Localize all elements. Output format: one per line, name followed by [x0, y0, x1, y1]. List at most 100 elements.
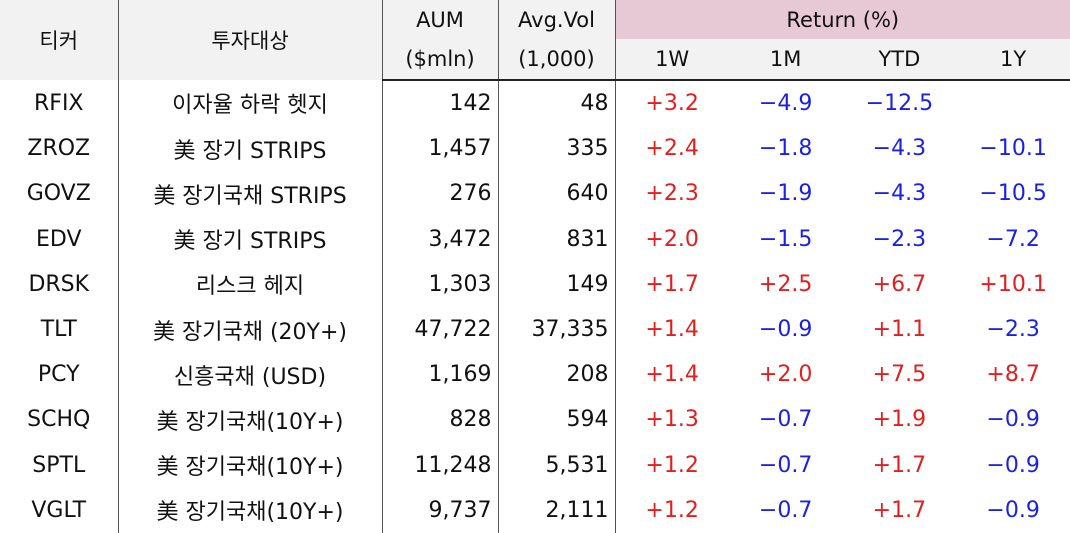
header-return-group: Return (%)	[615, 0, 1070, 39]
cell-return-1y: −0.9	[986, 407, 1040, 433]
cell-aum: 47,722	[382, 306, 499, 353]
cell-vol: 208	[498, 352, 616, 398]
table-header: 티커 투자대상 AUM Avg.Vol Return (%) ($mln) (1…	[0, 0, 1070, 81]
cell-vol: 640	[498, 171, 616, 217]
table-row: SCHQ 美 장기국채(10Y+) 828 594 +1.3 −0.7 +1.9 −0.9	[0, 397, 1070, 443]
cell-aum: 3,472	[382, 216, 499, 262]
cell-return-1m: −0.7	[758, 407, 813, 433]
cell-target: 美 장기 STRIPS	[118, 216, 383, 262]
cell-ticker: ZROZ	[0, 126, 119, 172]
table-row: ZROZ 美 장기 STRIPS 1,457 335 +2.4 −1.8 −4.3 −10.1	[0, 126, 1070, 172]
cell-target: 美 장기국채(10Y+)	[118, 397, 383, 443]
header-1w: 1W	[615, 39, 729, 81]
table-row: SPTL 美 장기국채(10Y+) 11,248 5,531 +1.2 −0.7 +1.7 −…	[0, 442, 1070, 488]
cell-return-1m: −1.9	[758, 181, 813, 207]
cell-return-1y: +10.1	[979, 271, 1047, 297]
cell-aum: 1,169	[382, 352, 499, 398]
cell-ticker: RFIX	[0, 80, 119, 127]
header-ytd: YTD	[842, 39, 957, 81]
table-body: RFIX 이자율 하락 헷지 142 48 +3.2 −4.9 −12.5 ZROZ 美 장기 …	[0, 80, 1070, 533]
cell-ticker: EDV	[0, 216, 119, 262]
cell-return-1m: −1.8	[758, 136, 813, 162]
cell-return-1w: +1.2	[645, 497, 699, 523]
cell-target: 美 장기 STRIPS	[118, 126, 383, 172]
cell-vol: 5,531	[498, 442, 616, 488]
cell-return-1y	[956, 80, 1070, 126]
table-row: RFIX 이자율 하락 헷지 142 48 +3.2 −4.9 −12.5	[0, 80, 1070, 127]
header-aum-top: AUM	[382, 0, 499, 39]
cell-aum: 276	[382, 171, 499, 217]
cell-return-1m: −1.5	[758, 226, 813, 252]
cell-return-1m: −4.9	[758, 91, 813, 117]
cell-vol: 335	[498, 126, 616, 172]
cell-return-1m: −0.7	[758, 497, 813, 523]
cell-target: 美 장기국채 (20Y+)	[118, 306, 383, 353]
cell-return-1m: +2.0	[758, 362, 813, 388]
table-row: DRSK 리스크 헤지 1,303 149 +1.7 +2.5 +6.7 +10.1	[0, 261, 1070, 307]
cell-vol: 149	[498, 261, 616, 307]
cell-aum: 1,457	[382, 126, 499, 172]
cell-vol: 37,335	[498, 306, 616, 353]
cell-return-1m: +2.5	[758, 271, 813, 297]
cell-return-1y: −10.1	[979, 136, 1047, 162]
cell-return-1w: +2.3	[645, 181, 699, 207]
cell-return-ytd: +6.7	[872, 271, 927, 297]
cell-return-ytd: −4.3	[872, 181, 927, 207]
header-1m: 1M	[728, 39, 843, 81]
cell-return-1w: +1.4	[645, 317, 699, 343]
cell-return-1w: +1.2	[645, 452, 699, 478]
cell-ticker: TLT	[0, 306, 119, 353]
table-row: GOVZ 美 장기국채 STRIPS 276 640 +2.3 −1.9 −4.3 −10.5	[0, 171, 1070, 217]
cell-return-1y: −7.2	[986, 226, 1040, 252]
cell-return-ytd: +7.5	[872, 362, 927, 388]
cell-return-1y: −0.9	[986, 452, 1040, 478]
table-row: TLT 美 장기국채 (20Y+) 47,722 37,335 +1.4 −0.9 +1.1…	[0, 306, 1070, 353]
cell-ticker: SPTL	[0, 442, 119, 488]
header-aum-unit: ($mln)	[382, 39, 499, 81]
cell-return-1w: +1.3	[645, 407, 699, 433]
cell-ticker: SCHQ	[0, 397, 119, 443]
header-vol-top: Avg.Vol	[498, 0, 616, 39]
cell-return-ytd: +1.7	[872, 452, 927, 478]
cell-target: 이자율 하락 헷지	[118, 80, 383, 127]
cell-target: 美 장기국채 STRIPS	[118, 171, 383, 217]
cell-ticker: PCY	[0, 352, 119, 398]
header-target: 투자대상	[118, 0, 383, 80]
cell-return-1m: −0.9	[758, 317, 813, 343]
header-vol-unit: (1,000)	[498, 39, 616, 81]
cell-aum: 9,737	[382, 487, 499, 533]
cell-return-1y: −2.3	[986, 317, 1040, 343]
header-ticker: 티커	[0, 0, 119, 80]
cell-ticker: DRSK	[0, 261, 119, 307]
cell-return-1w: +2.4	[645, 136, 699, 162]
cell-return-1y: −10.5	[979, 181, 1047, 207]
cell-target: 신흥국채 (USD)	[118, 352, 383, 398]
cell-return-1w: +1.4	[645, 362, 699, 388]
cell-target: 리스크 헤지	[118, 261, 383, 307]
cell-target: 美 장기국채(10Y+)	[118, 442, 383, 488]
cell-vol: 594	[498, 397, 616, 443]
cell-return-ytd: +1.1	[872, 317, 927, 343]
cell-return-1w: +1.7	[645, 271, 699, 297]
cell-return-1w: +3.2	[645, 91, 699, 117]
cell-return-ytd: −2.3	[872, 226, 927, 252]
cell-vol: 2,111	[498, 487, 616, 533]
cell-aum: 828	[382, 397, 499, 443]
table-row: PCY 신흥국채 (USD) 1,169 208 +1.4 +2.0 +7.5 +8.7	[0, 352, 1070, 398]
cell-vol: 48	[498, 80, 616, 127]
cell-return-1y: −0.9	[986, 497, 1040, 523]
table-row: EDV 美 장기 STRIPS 3,472 831 +2.0 −1.5 −2.3 −7.2	[0, 216, 1070, 262]
cell-return-ytd: −12.5	[865, 91, 934, 117]
cell-ticker: VGLT	[0, 487, 119, 533]
cell-aum: 1,303	[382, 261, 499, 307]
cell-return-1y: +8.7	[986, 362, 1040, 388]
cell-return-ytd: +1.9	[872, 407, 927, 433]
cell-return-ytd: +1.7	[872, 497, 927, 523]
cell-return-1w: +2.0	[645, 226, 699, 252]
cell-aum: 11,248	[382, 442, 499, 488]
header-1y: 1Y	[956, 39, 1070, 81]
cell-vol: 831	[498, 216, 616, 262]
cell-ticker: GOVZ	[0, 171, 119, 217]
table-row: VGLT 美 장기국채(10Y+) 9,737 2,111 +1.2 −0.7 +1.7 −0…	[0, 487, 1070, 533]
